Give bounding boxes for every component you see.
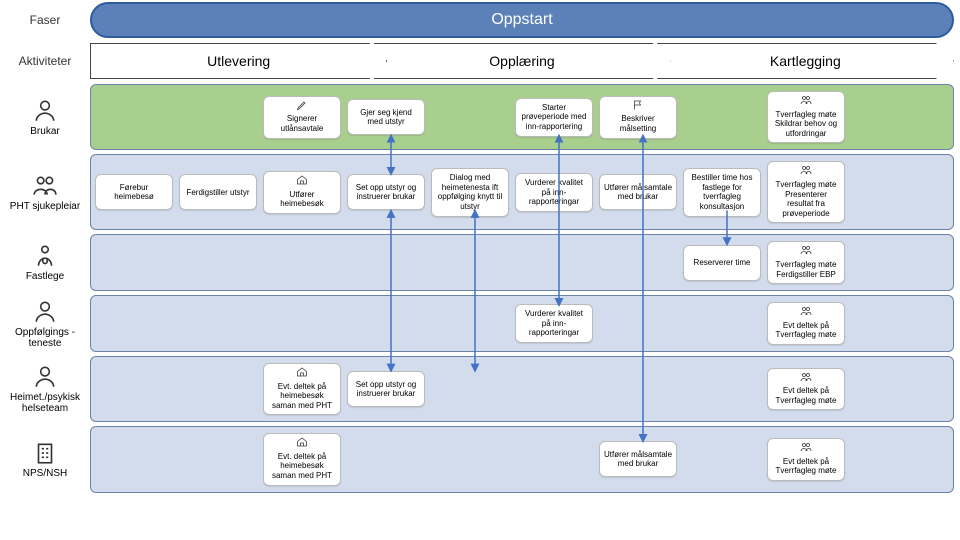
house-icon xyxy=(296,436,308,451)
group-icon xyxy=(800,371,812,386)
activity-box: Beskriver målsetting xyxy=(599,96,677,139)
lane-brukar: Signerer utlånsavtaleGjer seg kjend med … xyxy=(90,84,954,150)
activity-box: Dialog med heimetenesta ift oppfølging k… xyxy=(431,168,509,216)
house-icon xyxy=(296,174,308,189)
pen-icon xyxy=(296,99,308,114)
activity-box: Signerer utlånsavtale xyxy=(263,96,341,139)
activity-box: Utfører heimebesøk xyxy=(263,171,341,214)
activity-box: Evt. deltek på heimebesøk saman med PHT xyxy=(263,433,341,485)
lane-label-brukar: Brukar xyxy=(0,82,90,152)
activity-box: Bestiller time hos fastlege for tverrfag… xyxy=(683,168,761,216)
activity-box: Tverrfagleg møte Ferdigstiller EBP xyxy=(767,241,845,284)
activities-label: Aktiviteter xyxy=(0,40,90,82)
activity-box: Utfører målsamtale med brukar xyxy=(599,174,677,210)
activity-box: Utfører målsamtale med brukar xyxy=(599,441,677,477)
activity-band-2: Kartlegging xyxy=(657,43,954,79)
activity-band-0: Utlevering xyxy=(90,43,387,79)
lane-heimet: Evt. deltek på heimebesøk saman med PHTS… xyxy=(90,356,954,422)
phase-header: Oppstart xyxy=(90,2,954,38)
activity-box: Ferdigstiller utstyr xyxy=(179,174,257,210)
activities-row: UtleveringOpplæringKartlegging xyxy=(90,40,960,82)
group-icon xyxy=(800,305,812,320)
activity-box: Tverrfagleg møte Skildrar behov og utfor… xyxy=(767,91,845,143)
flag-icon xyxy=(632,99,644,114)
lane-nps: Evt. deltek på heimebesøk saman med PHT U… xyxy=(90,426,954,492)
lane-pht: Førebur heimebesøFerdigstiller utstyrUtf… xyxy=(90,154,954,230)
activity-box: Set opp utstyr og instruerer brukar xyxy=(347,371,425,407)
lane-label-heimet: Heimet./psykisk helseteam xyxy=(0,354,90,424)
activity-box: Gjer seg kjend med utstyr xyxy=(347,99,425,135)
activity-box: Evt deltek på Tverrfagleg møte xyxy=(767,438,845,481)
activity-box: Evt deltek på Tverrfagleg møte xyxy=(767,368,845,411)
activity-box: Vurderer kvalitet på inn-rapporteringar xyxy=(515,173,593,212)
activity-box: Set opp utstyr og instruerer brukar xyxy=(347,174,425,210)
group-icon xyxy=(800,441,812,456)
group-icon xyxy=(800,244,812,259)
activity-box: Reserverer time xyxy=(683,245,761,281)
activity-box: Evt deltek på Tverrfagleg møte xyxy=(767,302,845,345)
house-icon xyxy=(296,366,308,381)
group-icon xyxy=(800,94,812,109)
lane-fastlege: Reserverer timeTverrfagleg møte Ferdigst… xyxy=(90,234,954,291)
activity-box: Vurderer kvalitet på inn-rapporteringar xyxy=(515,304,593,343)
lane-label-fastlege: Fastlege xyxy=(0,232,90,293)
activity-band-1: Opplæring xyxy=(373,43,670,79)
activity-box: Førebur heimebesø xyxy=(95,174,173,210)
lane-oppf: Vurderer kvalitet på inn-rapporteringar E… xyxy=(90,295,954,352)
activity-box: Tverrfagleg møte Presenterer resultat fr… xyxy=(767,161,845,223)
group-icon xyxy=(800,164,812,179)
lane-label-oppf: Oppfølgings -teneste xyxy=(0,293,90,354)
phase-label: Faser xyxy=(0,0,90,40)
lane-label-pht: PHT sjukepleiar xyxy=(0,152,90,232)
lane-label-nps: NPS/NSH xyxy=(0,424,90,494)
activity-box: Starter prøveperiode med inn-rapporterin… xyxy=(515,98,593,137)
activity-box: Evt. deltek på heimebesøk saman med PHT xyxy=(263,363,341,415)
